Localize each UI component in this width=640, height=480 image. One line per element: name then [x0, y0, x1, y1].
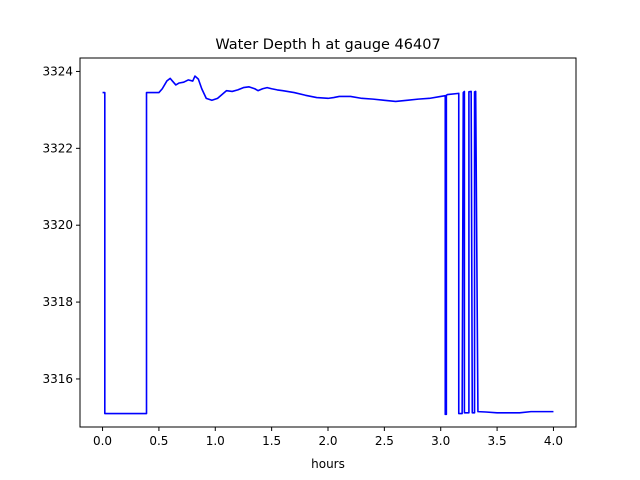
y-tick-label: 3316	[42, 372, 73, 386]
x-tick-label: 4.0	[544, 434, 563, 448]
y-tick-label: 3324	[42, 64, 73, 78]
x-tick-label: 0.0	[93, 434, 112, 448]
y-tick-label: 3318	[42, 295, 73, 309]
x-tick-label: 1.0	[206, 434, 225, 448]
series-line-0	[102, 75, 554, 416]
x-tick-label: 0.5	[149, 434, 168, 448]
plot-area	[102, 75, 554, 416]
chart-title: Water Depth h at gauge 46407	[215, 37, 440, 53]
x-tick-label: 1.5	[262, 434, 281, 448]
axes: 0.0 0.5 1.0 1.5 2.0 2.5 3.0 3.5 4.0 3316 3318 3320 3…	[42, 57, 577, 448]
y-tick-label: 3322	[42, 141, 73, 155]
x-tick-label: 2.5	[375, 434, 394, 448]
y-tick-label: 3320	[42, 218, 73, 232]
x-tick-label: 2.0	[318, 434, 337, 448]
x-axis-label: hours	[311, 457, 345, 471]
x-tick-label: 3.0	[431, 434, 450, 448]
x-tick-label: 3.5	[488, 434, 507, 448]
